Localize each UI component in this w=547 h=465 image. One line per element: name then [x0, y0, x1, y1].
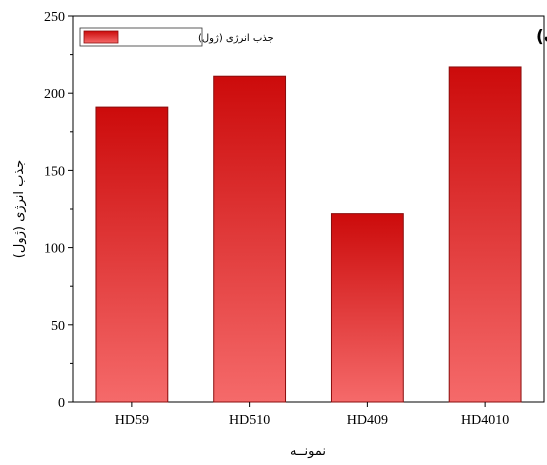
legend-swatch — [83, 30, 119, 44]
x-tick-label: HD59 — [115, 413, 149, 428]
legend-label: جذب انرژی (ژول) — [198, 33, 274, 44]
panel-label: (پ) — [536, 27, 547, 47]
x-axis-title: نمونــه — [290, 444, 326, 459]
bar-hd510 — [213, 75, 287, 403]
x-tick-label: HD409 — [347, 413, 388, 428]
bars-group — [95, 66, 522, 403]
bar-hd4010 — [448, 66, 522, 403]
y-tick-label: 100 — [44, 242, 65, 257]
x-tick-label: HD510 — [229, 413, 270, 428]
y-tick-label: 150 — [44, 164, 65, 179]
bar-hd59 — [95, 106, 169, 403]
y-tick-label: 0 — [58, 396, 65, 411]
x-tick-label: HD4010 — [461, 413, 509, 428]
y-tick-label: 50 — [51, 319, 65, 334]
x-axis-ticks: HD59 HD510 HD409 HD4010 — [115, 402, 509, 428]
legend: جذب انرژی (ژول) — [79, 27, 274, 47]
bar-hd409 — [330, 213, 404, 403]
y-tick-label: 200 — [44, 87, 65, 102]
y-axis-ticks: 0 50 100 150 200 250 — [44, 10, 73, 411]
y-axis-title: جذب انرژی (ژول) — [12, 160, 27, 258]
y-tick-label: 250 — [44, 10, 65, 25]
